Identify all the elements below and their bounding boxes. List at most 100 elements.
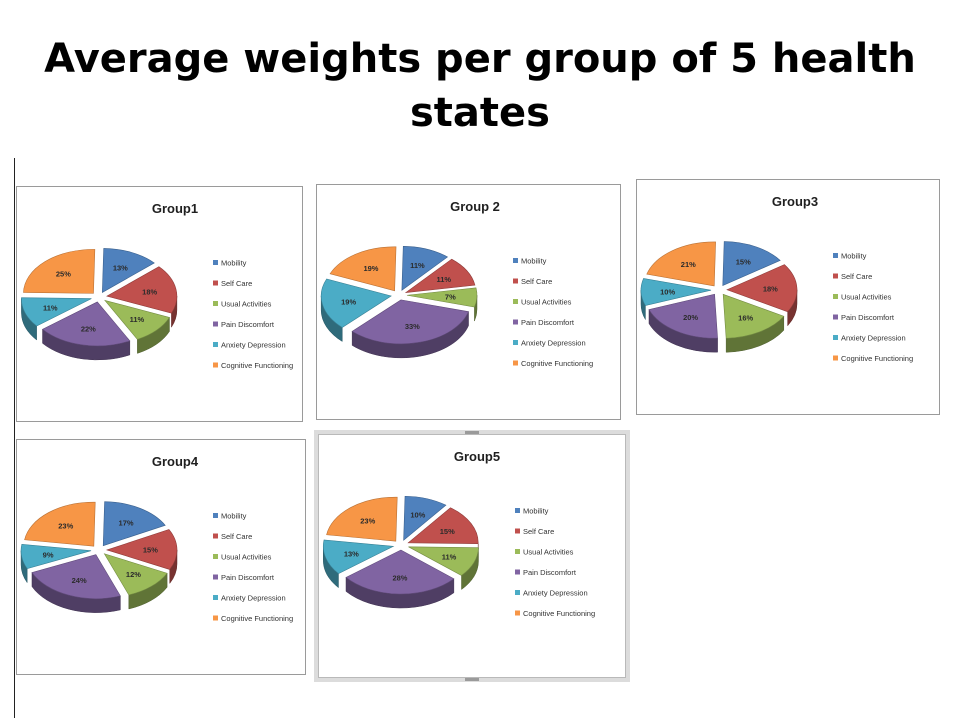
legend-label-cognitive-functioning: Cognitive Functioning: [221, 361, 293, 370]
data-label-usual-activities: 7%: [445, 293, 456, 302]
legend-label-anxiety-depression: Anxiety Depression: [523, 589, 588, 598]
pie-slices: [320, 245, 478, 359]
data-label-anxiety-depression: 10%: [660, 287, 675, 296]
pie-slices: [20, 501, 178, 613]
pie-slices: [323, 495, 479, 609]
chart-title: Group4: [152, 454, 199, 469]
pie-slices: [640, 241, 798, 353]
pie-slice-mobility: [102, 501, 166, 547]
chart-title: Group5: [454, 449, 500, 464]
legend-swatch-cognitive-functioning: [213, 615, 218, 621]
legend-swatch-usual-activities: [515, 549, 520, 554]
pie-slice-mobility: [722, 241, 781, 287]
data-label-mobility: 17%: [119, 519, 134, 528]
pie-slice-anxiety-depression: [21, 297, 92, 327]
chart-group3[interactable]: Group3 15% 18% 16% 20% 10% 21% Mobility Self Car…: [636, 179, 940, 415]
pie-slice-self-care: [407, 507, 479, 544]
pie-slice-mobility: [403, 495, 447, 541]
chart-group5[interactable]: Group5 10% 15% 11% 28% 13% 23% Mobility Self Car…: [314, 430, 630, 682]
legend-label-self-care: Self Care: [841, 272, 872, 281]
legend-swatch-anxiety-depression: [513, 340, 518, 345]
pie-slice-pain-discomfort: [648, 293, 718, 339]
pie-slice-mobility: [102, 248, 155, 293]
data-label-anxiety-depression: 13%: [344, 549, 359, 558]
legend-label-cognitive-functioning: Cognitive Functioning: [521, 359, 593, 368]
pie-slice-usual-activities: [104, 299, 170, 340]
legend-label-pain-discomfort: Pain Discomfort: [523, 568, 577, 577]
pie-slices: [21, 248, 178, 361]
legend-label-mobility: Mobility: [523, 507, 549, 516]
data-label-anxiety-depression: 19%: [341, 297, 356, 306]
legend-label-usual-activities: Usual Activities: [221, 300, 272, 309]
pie-slice-self-care: [726, 264, 798, 313]
legend-label-cognitive-functioning: Cognitive Functioning: [221, 614, 293, 623]
legend-swatch-anxiety-depression: [515, 590, 520, 595]
pie-slice-cognitive-functioning: [24, 501, 96, 547]
data-label-mobility: 15%: [736, 258, 751, 267]
pie-slice-pain-discomfort: [31, 554, 121, 599]
legend-swatch-pain-discomfort: [513, 319, 518, 325]
chart-group2[interactable]: Group 2 11% 11% 7% 33% 19% 19% Mobility Self Car…: [316, 184, 621, 420]
legend-swatch-mobility: [213, 260, 218, 265]
legend-swatch-cognitive-functioning: [833, 355, 838, 361]
pie-slice-usual-activities: [406, 287, 478, 308]
pie-slice-pain-discomfort: [345, 549, 455, 595]
legend-label-usual-activities: Usual Activities: [523, 548, 574, 557]
pie-slice-usual-activities: [103, 553, 168, 596]
pie-chart-svg: Group5 10% 15% 11% 28% 13% 23% Mobility Self Car…: [323, 449, 595, 618]
data-label-cognitive-functioning: 23%: [360, 516, 375, 525]
slide-title: Average weights per group of 5 health st…: [44, 36, 916, 136]
legend-swatch-self-care: [213, 533, 218, 539]
data-label-anxiety-depression: 9%: [43, 550, 54, 559]
data-label-cognitive-functioning: 19%: [363, 264, 378, 273]
legend: Mobility Self Care Usual Activities Pain Di…: [515, 507, 595, 618]
legend: Mobility Self Care Usual Activities Pain Di…: [833, 252, 913, 363]
left-divider-line: [14, 158, 15, 718]
legend-label-mobility: Mobility: [841, 252, 867, 261]
legend-label-anxiety-depression: Anxiety Depression: [221, 594, 286, 603]
resize-handle-top[interactable]: [465, 431, 479, 434]
legend-label-usual-activities: Usual Activities: [521, 298, 572, 307]
legend-swatch-anxiety-depression: [833, 335, 838, 340]
pie-chart-svg: Group1 13% 18% 11% 22% 11% 25% Mobility Self Car…: [21, 201, 293, 370]
pie-chart-svg: Group4 17% 15% 12% 24% 9% 23% Mobility Self Care…: [20, 454, 293, 623]
legend-label-cognitive-functioning: Cognitive Functioning: [841, 354, 913, 363]
legend-label-mobility: Mobility: [521, 257, 547, 266]
data-label-self-care: 11%: [436, 275, 451, 284]
data-label-self-care: 15%: [143, 546, 158, 555]
resize-handle-bottom[interactable]: [465, 678, 479, 681]
legend-swatch-self-care: [515, 528, 520, 534]
legend-swatch-pain-discomfort: [833, 314, 838, 320]
pie-slice-self-care: [106, 266, 178, 314]
legend-swatch-cognitive-functioning: [515, 610, 520, 616]
legend-swatch-usual-activities: [513, 299, 518, 304]
legend-swatch-pain-discomfort: [213, 574, 218, 580]
chart-group4[interactable]: Group4 17% 15% 12% 24% 9% 23% Mobility Self Care…: [16, 439, 306, 675]
data-label-usual-activities: 11%: [130, 315, 145, 324]
data-label-self-care: 15%: [440, 527, 455, 536]
pie-slice-pain-discomfort: [351, 299, 469, 345]
legend-label-usual-activities: Usual Activities: [221, 553, 272, 562]
legend-swatch-cognitive-functioning: [213, 362, 218, 368]
legend-label-mobility: Mobility: [221, 512, 247, 521]
legend-swatch-self-care: [833, 273, 838, 279]
legend-label-anxiety-depression: Anxiety Depression: [221, 341, 286, 350]
data-label-pain-discomfort: 33%: [405, 322, 420, 331]
pie-slice-cognitive-functioning: [23, 249, 96, 294]
data-label-usual-activities: 12%: [126, 570, 141, 579]
chart-title: Group1: [152, 201, 198, 216]
pie-slice-self-care: [106, 529, 178, 570]
legend-swatch-self-care: [513, 278, 518, 284]
legend-swatch-mobility: [513, 258, 518, 263]
pie-slice-anxiety-depression: [20, 543, 92, 569]
pie-slice-cognitive-functioning: [646, 241, 716, 287]
pie-slice-cognitive-functioning: [329, 246, 397, 292]
legend-swatch-mobility: [833, 253, 838, 258]
pie-slice-anxiety-depression: [640, 278, 712, 306]
legend-label-self-care: Self Care: [521, 277, 552, 286]
chart-group1[interactable]: Group1 13% 18% 11% 22% 11% 25% Mobility Self Car…: [16, 186, 303, 422]
data-label-self-care: 18%: [763, 285, 778, 294]
data-label-pain-discomfort: 28%: [392, 573, 407, 582]
pie-slice-usual-activities: [408, 546, 479, 576]
legend-swatch-usual-activities: [833, 294, 838, 299]
